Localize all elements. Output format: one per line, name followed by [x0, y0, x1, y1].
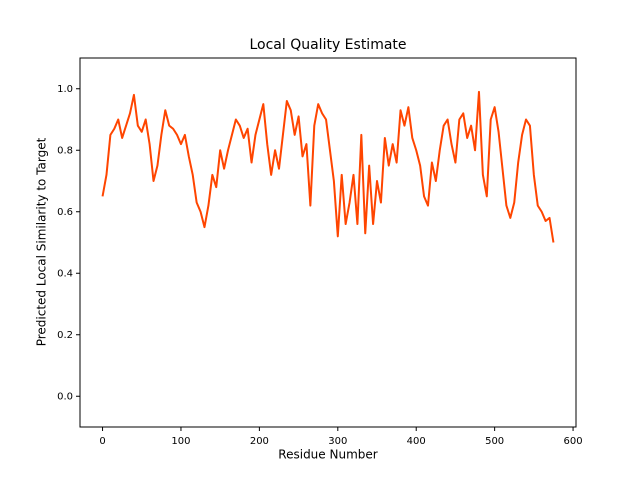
x-tick-label: 100 — [171, 436, 190, 447]
x-tick-label: 0 — [99, 436, 105, 447]
x-axis-label: Residue Number — [278, 448, 377, 462]
x-tick-label: 300 — [328, 436, 347, 447]
y-tick-label: 0.8 — [57, 145, 73, 156]
x-tick-label: 500 — [485, 436, 504, 447]
x-tick-label: 400 — [407, 436, 426, 447]
data-line — [101, 90, 555, 243]
x-tick-label: 200 — [250, 436, 269, 447]
y-tick-label: 1.0 — [57, 84, 73, 95]
chart-title: Local Quality Estimate — [249, 37, 406, 53]
y-tick-label: 0.2 — [57, 330, 73, 341]
y-axis-label: Predicted Local Similarity to Target — [35, 137, 49, 346]
y-tick-label: 0.4 — [57, 268, 73, 279]
y-tick-label: 0.6 — [57, 207, 73, 218]
x-tick-label: 600 — [564, 436, 583, 447]
y-tick-label: 0.0 — [57, 391, 73, 402]
plot-area — [79, 57, 577, 428]
